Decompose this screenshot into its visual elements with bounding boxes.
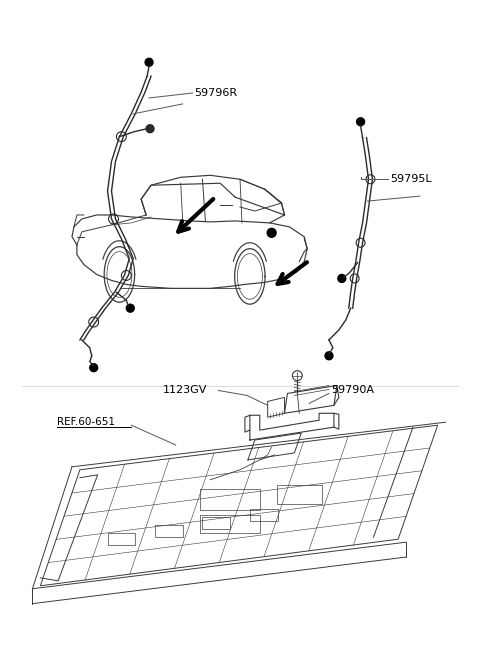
Circle shape [90, 363, 97, 372]
Text: REF.60-651: REF.60-651 [57, 417, 115, 427]
Circle shape [146, 125, 154, 133]
Circle shape [357, 118, 364, 126]
Text: 1123GV: 1123GV [163, 386, 207, 396]
Text: 59795L: 59795L [390, 174, 432, 184]
Circle shape [267, 228, 276, 237]
Circle shape [145, 58, 153, 66]
Circle shape [325, 352, 333, 359]
Text: 59796R: 59796R [194, 88, 238, 98]
Text: 59790A: 59790A [331, 386, 374, 396]
Circle shape [126, 304, 134, 312]
Circle shape [338, 274, 346, 282]
